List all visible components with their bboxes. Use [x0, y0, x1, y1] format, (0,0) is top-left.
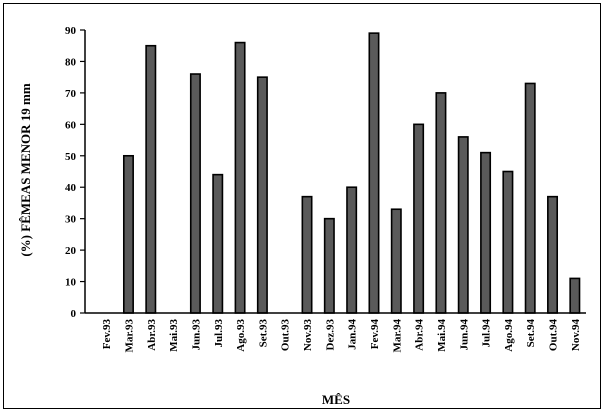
x-tick-label: Mai.94	[436, 319, 448, 352]
x-axis-ticks: Fev.93 Mar.93 Abr.93 Mai.93 Jun.93 Jul.93 Ago.…	[101, 319, 582, 353]
bar	[435, 92, 447, 314]
x-tick-label: Ago.94	[503, 319, 515, 352]
x-tick-label: Jul.93	[213, 319, 225, 348]
bar	[480, 151, 492, 314]
bar	[524, 82, 536, 314]
bar	[368, 32, 380, 314]
x-tick-label: Out.93	[280, 319, 292, 352]
bar	[547, 195, 559, 314]
x-tick-label: Ago.93	[235, 319, 247, 352]
bar	[212, 173, 224, 314]
bar	[502, 170, 514, 314]
bar	[323, 217, 335, 314]
bar	[256, 76, 268, 314]
x-tick-label: Jan.94	[347, 319, 359, 350]
y-tick-label: 20	[65, 245, 77, 257]
x-tick-label: Set.93	[257, 319, 269, 348]
bars	[122, 32, 581, 314]
x-tick-label: Abr.93	[146, 319, 158, 351]
x-tick-label: Fev.93	[101, 319, 113, 350]
bar	[234, 41, 246, 314]
bar	[301, 195, 313, 314]
bar	[346, 186, 358, 314]
x-tick-label: Nov.94	[570, 319, 582, 352]
x-tick-label: Fev.94	[369, 319, 381, 350]
bar	[413, 123, 425, 314]
x-tick-label: Jun.93	[190, 319, 202, 351]
x-tick-label: Mar.94	[391, 319, 403, 353]
bar	[145, 44, 157, 314]
y-tick-label: 90	[65, 25, 77, 37]
y-tick-label: 50	[65, 151, 77, 163]
x-tick-label: Jun.94	[458, 319, 470, 351]
x-tick-label: Out.94	[548, 319, 560, 352]
x-tick-label: Mar.93	[123, 319, 135, 353]
y-axis-title: (%) FÊMEAS MENOR 19 mm	[18, 83, 33, 256]
y-axis-ticks: 0 10 20 30 40 50 60 70 80 90	[65, 25, 85, 320]
x-tick-label: Mai.93	[168, 319, 180, 352]
x-axis-title: MÊS	[322, 392, 350, 407]
y-tick-label: 80	[65, 56, 77, 68]
y-tick-label: 40	[65, 182, 77, 194]
x-tick-label: Abr.94	[414, 319, 426, 351]
y-tick-label: 30	[65, 214, 77, 226]
y-tick-label: 10	[65, 277, 77, 289]
bar	[390, 208, 402, 314]
x-tick-label: Dez.93	[324, 319, 336, 351]
y-tick-label: 0	[71, 308, 77, 320]
bar	[189, 73, 201, 314]
bar	[457, 136, 469, 314]
y-tick-label: 60	[65, 119, 77, 131]
bar	[569, 277, 581, 314]
x-tick-label: Nov.93	[302, 319, 314, 352]
x-tick-label: Set.94	[525, 319, 537, 348]
y-tick-label: 70	[65, 88, 77, 100]
bar	[122, 154, 134, 314]
x-tick-label: Jul.94	[481, 319, 493, 348]
